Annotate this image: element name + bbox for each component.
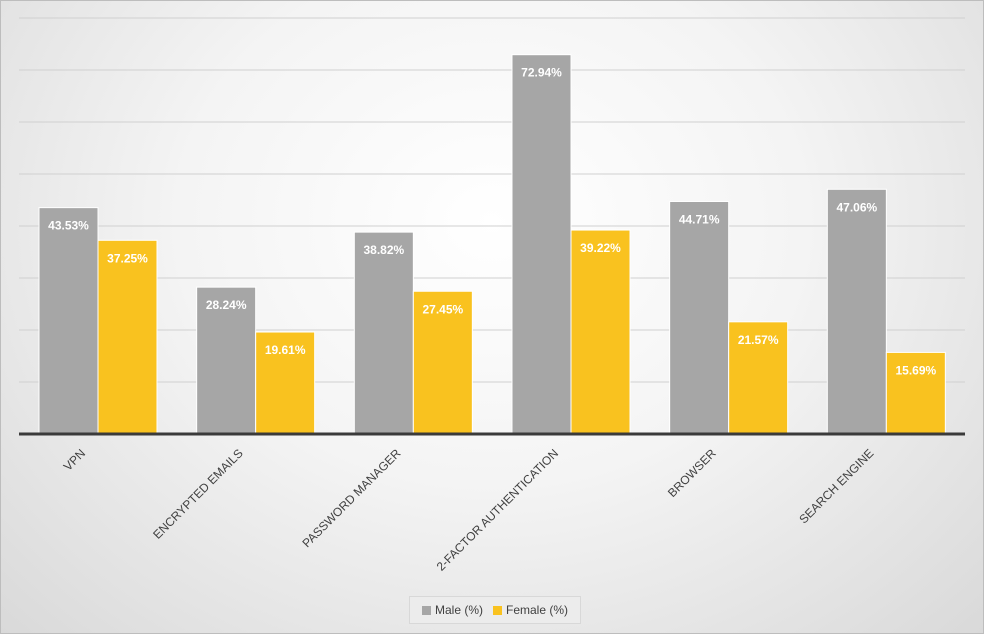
data-label: 43.53% xyxy=(48,219,89,233)
category-label: SEARCH ENGINE xyxy=(796,446,876,526)
legend-swatch-female xyxy=(493,605,502,615)
data-label: 27.45% xyxy=(422,302,463,316)
data-label: 47.06% xyxy=(836,200,877,214)
data-label: 38.82% xyxy=(363,243,404,257)
category-label: 2-FACTOR AUTHENTICATION xyxy=(434,446,561,573)
legend-entry-male: Male (%) xyxy=(421,603,483,617)
data-label: 19.61% xyxy=(265,343,306,357)
legend-label-male: Male (%) xyxy=(434,603,483,617)
data-label: 21.57% xyxy=(738,333,779,347)
bar-female xyxy=(412,290,473,435)
data-label: 44.71% xyxy=(679,213,720,227)
category-label: PASSWORD MANAGER xyxy=(299,446,403,550)
bar-male xyxy=(353,231,414,435)
legend: Male (%) Female (%) xyxy=(409,596,581,624)
legend-entry-female: Female (%) xyxy=(493,603,568,617)
bar-male xyxy=(196,286,257,435)
bar-male xyxy=(38,207,99,435)
data-label: 39.22% xyxy=(580,241,621,255)
bar-female xyxy=(97,239,158,435)
bar-male xyxy=(511,54,572,435)
legend-swatch-male xyxy=(421,605,431,615)
data-label: 72.94% xyxy=(521,66,562,80)
data-label: 37.25% xyxy=(107,251,148,265)
category-label: BROWSER xyxy=(665,446,719,500)
bar-female xyxy=(255,331,316,435)
bar-female xyxy=(728,321,789,435)
bar-male xyxy=(826,188,887,435)
data-label: 28.24% xyxy=(206,298,247,312)
bar-chart: 43.53% 28.24% 38.82% 72.94% 44.71% 47.06% 37.2… xyxy=(19,17,965,574)
category-label: VPN xyxy=(61,446,88,473)
bar-male xyxy=(669,201,730,435)
category-label: ENCRYPTED EMAILS xyxy=(150,446,246,542)
legend-label-female: Female (%) xyxy=(506,603,569,617)
data-label: 15.69% xyxy=(895,363,936,377)
bar-female xyxy=(885,351,946,435)
bar-female xyxy=(570,229,631,435)
